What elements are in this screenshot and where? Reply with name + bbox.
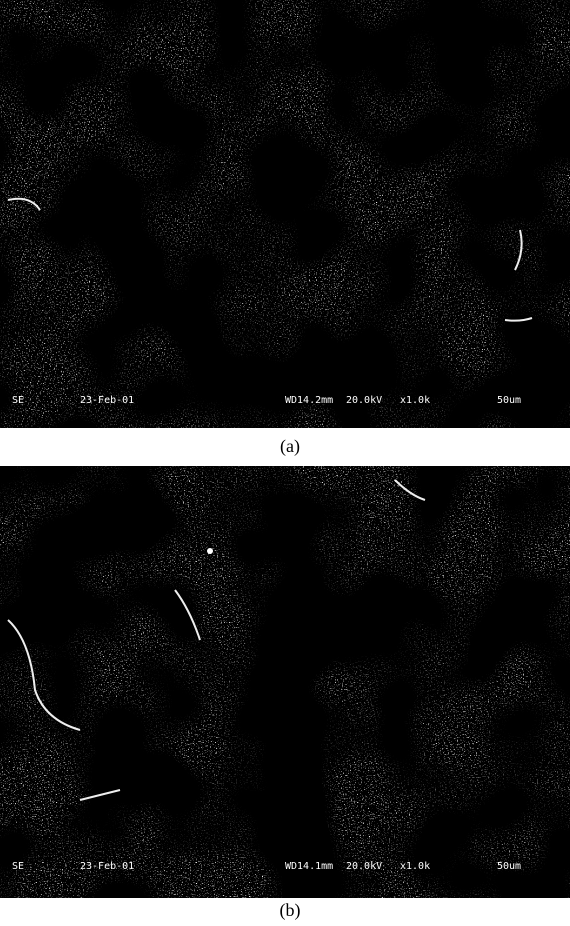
info-date: 23-Feb-01 [80, 861, 134, 872]
info-signal: SE [12, 861, 24, 872]
figure: SE 23-Feb-01 WD14.2mm 20.0kV x1.0k 50um … [0, 0, 570, 926]
image-texture [0, 466, 570, 898]
info-signal: SE [12, 395, 24, 406]
info-date: 23-Feb-01 [80, 395, 134, 406]
info-scale: 50um [497, 395, 521, 406]
info-wd: WD14.1mm [285, 861, 333, 872]
caption: (b) [280, 900, 301, 921]
page: SE 23-Feb-01 WD14.2mm 20.0kV x1.0k 50um … [0, 0, 570, 926]
caption: (a) [280, 436, 300, 457]
particle [207, 548, 213, 554]
info-mag: x1.0k [400, 395, 430, 406]
info-scale: 50um [497, 861, 521, 872]
micrograph-b: SE 23-Feb-01 WD14.1mm 20.0kV x1.0k 50um [0, 466, 570, 898]
micrograph-a: SE 23-Feb-01 WD14.2mm 20.0kV x1.0k 50um [0, 0, 570, 428]
info-voltage: 20.0kV [346, 861, 382, 872]
info-wd: WD14.2mm [285, 395, 333, 406]
image-texture [0, 0, 570, 428]
info-mag: x1.0k [400, 861, 430, 872]
info-voltage: 20.0kV [346, 395, 382, 406]
